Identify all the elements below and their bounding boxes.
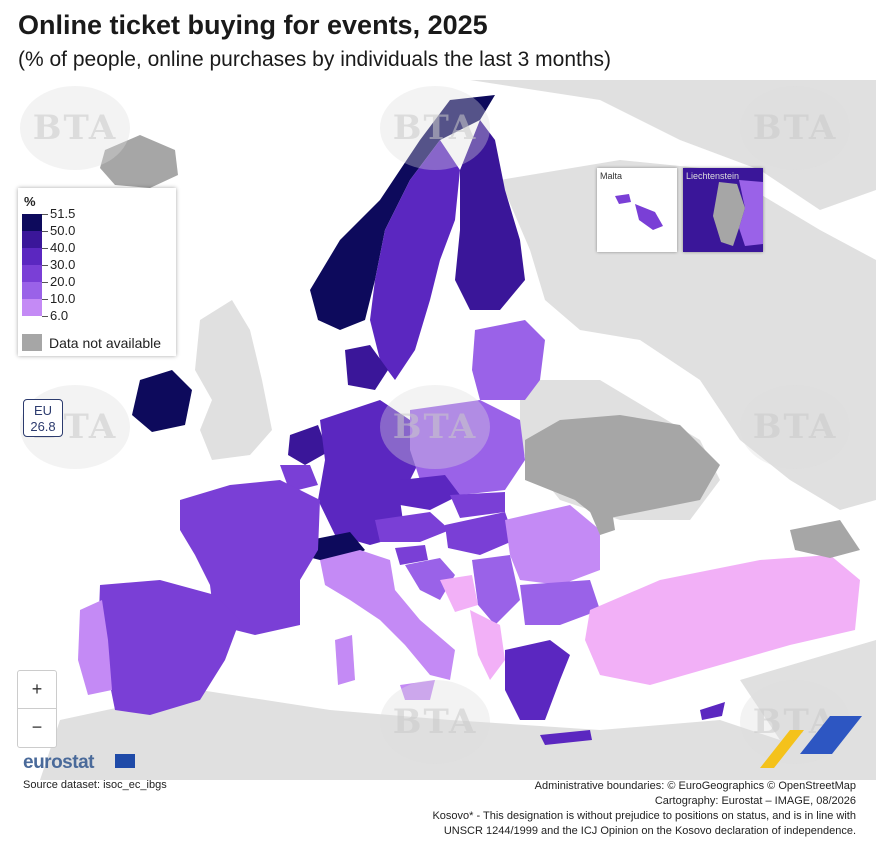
country-georgia [790,520,860,558]
region-russia-east [500,160,876,510]
inset-malta-map [615,194,663,230]
country-bosnia [440,575,478,612]
country-germany [318,400,420,545]
country-ireland [132,370,192,432]
map-svg [40,80,876,780]
legend-threshold-label: 30.0 [50,257,76,272]
legend-tick [42,265,48,266]
zoom-in-button[interactable]: + [31,679,43,699]
country-turkey [585,555,860,685]
eu-average-badge: EU 26.8 [23,399,63,437]
legend-swatch [22,282,42,299]
country-finland [455,120,525,310]
legend-threshold-label: 51.5 [50,206,76,221]
inset-label: Liechtenstein [686,171,740,181]
watermark: BTA [20,86,130,170]
country-romania [505,505,600,585]
credits: Administrative boundaries: © EuroGeograp… [356,779,856,839]
country-poland [410,400,525,495]
country-sicily [400,680,435,700]
country-czechia [400,475,460,510]
legend-threshold-label: 10.0 [50,291,76,306]
country-montenegro-albania-mk [470,610,505,680]
region-uk [195,300,272,460]
eu-flag-icon [115,754,135,768]
country-estonia-latvia-lithuania [472,320,545,400]
eu-badge-label: EU [33,403,53,418]
legend-swatch [22,231,42,248]
country-italy [320,550,455,680]
map-subtitle: (% of people, online purchases by indivi… [18,48,612,71]
legend-threshold-label: 20.0 [50,274,76,289]
country-norway [310,95,495,330]
legend-tick [42,231,48,232]
country-bulgaria [520,580,600,625]
legend-swatch [22,248,42,265]
inset-liechtenstein-map [713,180,763,246]
region-greenland-arctic [470,80,876,210]
country-serbia [472,555,520,625]
legend-swatch-not-available [22,334,42,351]
country-sweden [370,140,460,380]
country-hungary [445,512,515,555]
legend-tick [42,214,48,215]
legend-title: % [24,194,36,209]
country-portugal [78,600,112,695]
legend-tick [42,282,48,283]
country-slovakia [450,492,505,518]
legend-tick [42,316,48,317]
watermark: BTA [380,385,490,469]
zoom-out-button[interactable]: − [31,717,43,737]
watermark: BTA [380,86,490,170]
watermark: BTA [380,680,490,764]
legend-swatch [22,265,42,282]
country-denmark [345,345,388,390]
country-iceland [100,135,178,188]
credits-kosovo-line2: UNSCR 1244/1999 and the ICJ Opinion on t… [443,825,856,837]
inset-label: Malta [600,171,623,181]
country-spain [98,580,240,715]
legend-tick [42,248,48,249]
legend-swatch [22,214,42,231]
eurostat-logo: eurostat [23,752,94,773]
credits-kosovo-line1: Kosovo* - This designation is without pr… [432,810,856,822]
watermark: BTA [740,86,850,170]
zoom-divider [18,708,56,709]
legend-tick [42,299,48,300]
map-legend: % 51.5 50.0 40.0 30.0 20.0 10.0 6.0 Data not a… [18,188,176,356]
credits-boundaries: Administrative boundaries: © EuroGeograp… [534,780,856,792]
watermark: BTA [740,385,850,469]
credits-cartography: Cartography: Eurostat – IMAGE, 08/2026 [654,795,856,807]
country-slovenia [395,545,428,565]
eu-badge-value: 26.8 [30,419,56,434]
legend-threshold-label: 50.0 [50,223,76,238]
zoom-control: + − [17,670,57,748]
country-ukraine [525,415,720,520]
legend-threshold-label: 6.0 [50,308,69,323]
legend-threshold-label: 40.0 [50,240,76,255]
legend-swatch [22,299,42,316]
map-title: Online ticket buying for events, 2025 [18,10,488,40]
region-north-africa [40,690,876,780]
country-croatia [405,558,455,600]
country-sardinia [335,635,355,685]
country-netherlands [288,425,328,465]
legend-label-not-available: Data not available [49,335,162,351]
inset-liechtenstein: Liechtenstein [683,168,763,252]
country-crete [540,730,592,745]
country-cyprus [700,702,725,720]
country-greece [505,640,570,720]
region-middle-east [740,640,876,740]
country-austria [375,512,450,542]
inset-malta: Malta [597,168,677,252]
bta-logo-icon [760,716,862,768]
source-dataset: Source dataset: isoc_ec_ibgs [23,779,167,791]
